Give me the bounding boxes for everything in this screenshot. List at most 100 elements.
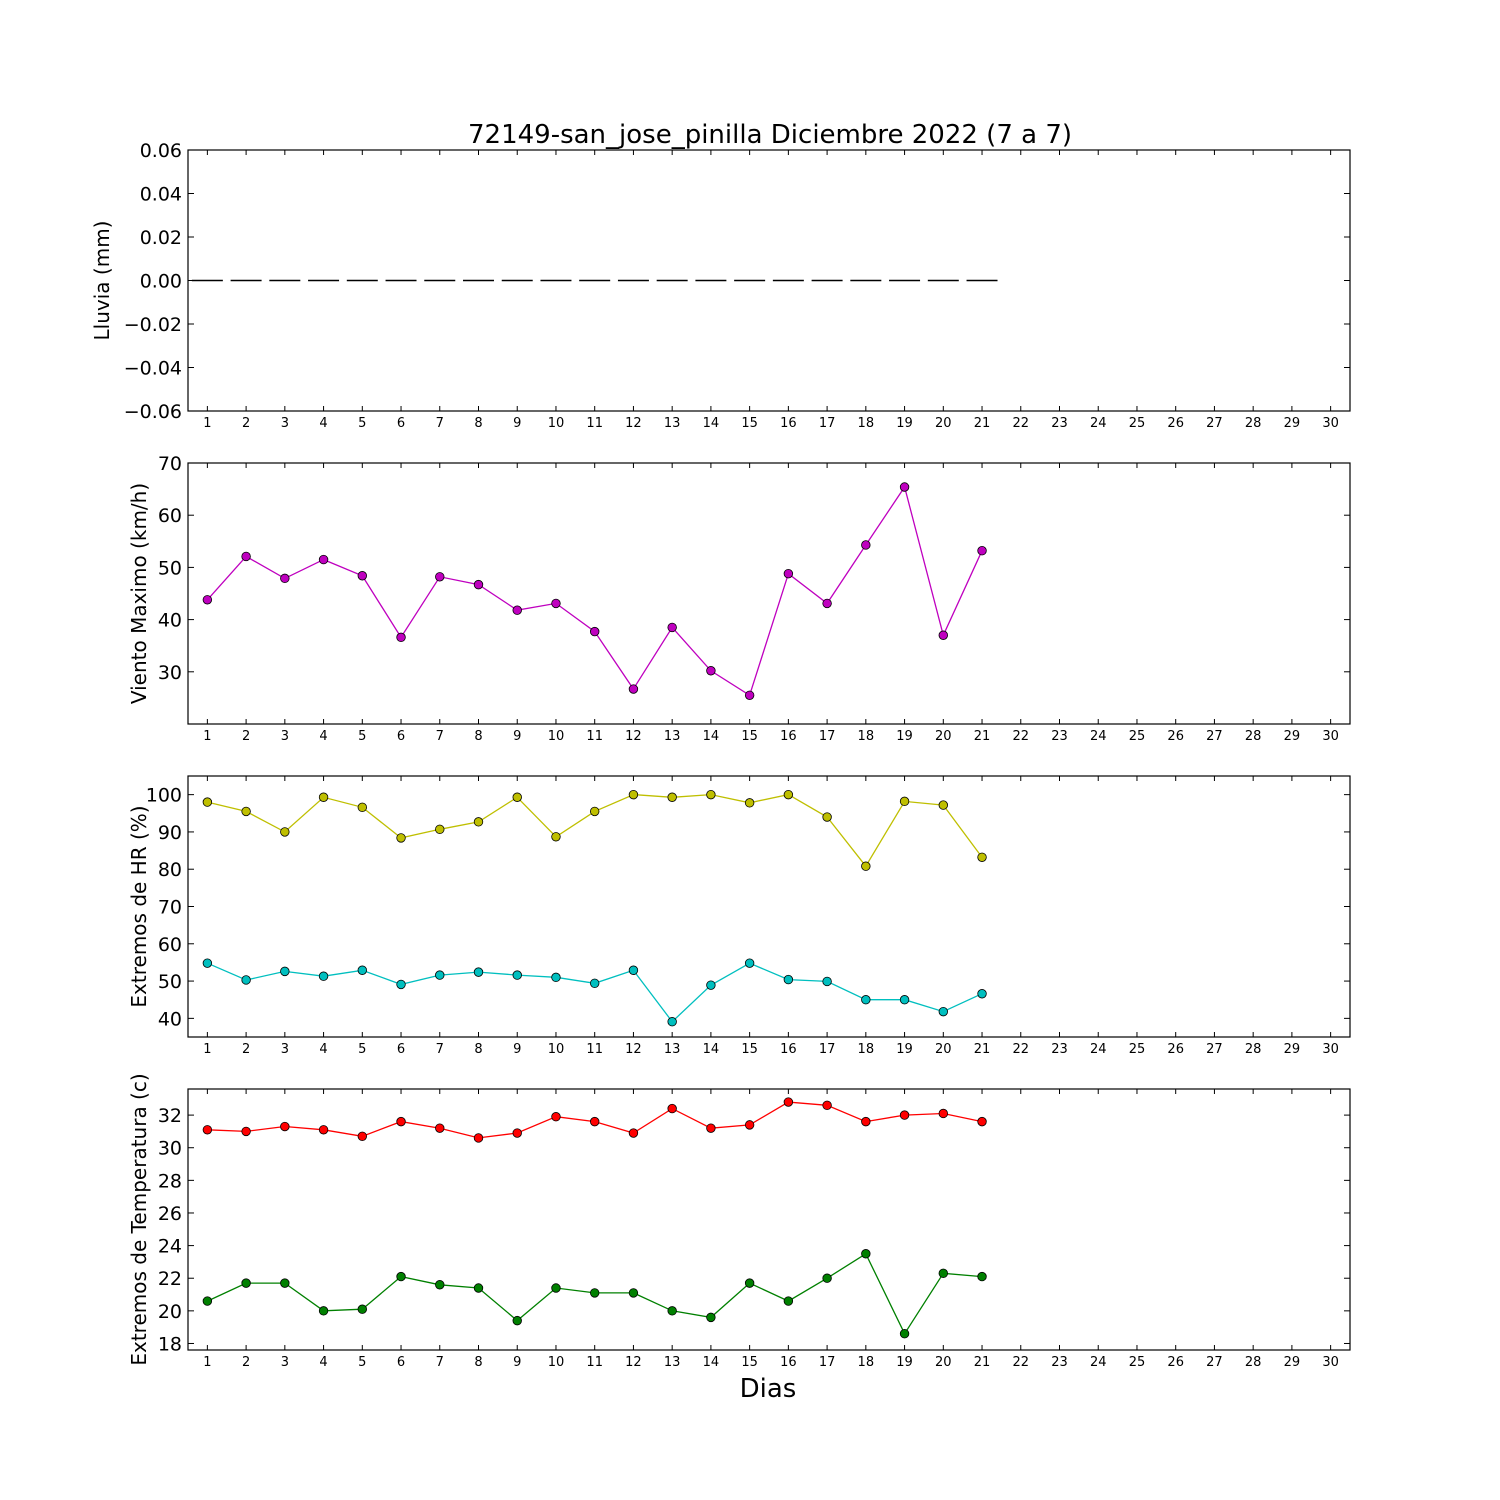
data-point <box>396 632 406 643</box>
data-point <box>977 545 987 556</box>
data-point <box>783 568 794 579</box>
x-tick-label: 10 <box>548 729 565 744</box>
x-tick-label: 12 <box>625 729 642 744</box>
y-tick-label: 0.06 <box>140 140 182 162</box>
data-point <box>938 1006 949 1017</box>
plot-frame <box>187 1088 1351 1351</box>
x-tick-label: 26 <box>1167 416 1184 431</box>
x-tick-label: 3 <box>281 1355 289 1370</box>
y-tick-label: −0.06 <box>124 401 182 423</box>
y-tick-label: 70 <box>158 453 182 475</box>
x-tick-label: 15 <box>741 1042 758 1057</box>
data-point <box>977 1116 987 1127</box>
data-point <box>396 1116 406 1127</box>
data-point <box>280 1121 290 1132</box>
x-tick-label: 5 <box>358 1042 366 1057</box>
x-tick-label: 10 <box>548 1042 565 1057</box>
x-tick-label: 28 <box>1245 1042 1262 1057</box>
data-point <box>706 1123 716 1133</box>
x-tick-label: 22 <box>1012 416 1029 431</box>
y-axis-label: Extremos de HR (%) <box>127 805 151 1007</box>
x-tick-label: 26 <box>1167 729 1184 744</box>
x-tick-label: 9 <box>513 416 521 431</box>
data-point <box>861 1249 871 1259</box>
y-tick-label: 0.00 <box>140 271 182 293</box>
x-tick-label: 24 <box>1090 1042 1107 1057</box>
data-point <box>318 554 329 565</box>
x-tick-label: 20 <box>935 729 952 744</box>
x-axis-label: Dias <box>740 1374 797 1404</box>
y-tick-label: 60 <box>158 505 182 527</box>
data-point <box>861 861 871 871</box>
x-tick-label: 12 <box>625 416 642 431</box>
data-point <box>667 1017 677 1027</box>
y-tick-label: 30 <box>158 662 182 684</box>
y-tick-label: 0.04 <box>140 184 182 206</box>
x-tick-label: 6 <box>397 729 405 744</box>
data-point <box>628 965 639 975</box>
x-tick-label: 16 <box>780 1042 797 1057</box>
x-tick-label: 18 <box>858 416 875 431</box>
data-point <box>744 798 755 808</box>
x-tick-label: 10 <box>548 1355 565 1370</box>
x-tick-label: 11 <box>586 729 603 744</box>
x-tick-label: 7 <box>436 1042 444 1057</box>
y-tick-label: 22 <box>158 1268 182 1290</box>
data-point <box>590 1288 600 1298</box>
x-tick-label: 15 <box>741 416 758 431</box>
data-point <box>512 605 522 615</box>
data-point <box>241 975 251 985</box>
y-tick-label: 100 <box>146 785 182 807</box>
x-tick-label: 1 <box>203 1355 211 1370</box>
data-point <box>899 1328 910 1339</box>
data-point <box>280 966 290 977</box>
x-tick-label: 14 <box>703 1355 720 1370</box>
data-point <box>551 598 561 609</box>
data-point <box>628 684 639 694</box>
chart-panels: 1 2 3 4 5 6 7 8 9 10 11 12 13 14 15 16 17 18 19 20 21 22 23 24 2… <box>90 140 1351 1370</box>
x-tick-label: 25 <box>1129 1042 1146 1057</box>
x-tick-label: 29 <box>1284 1042 1301 1057</box>
x-tick-label: 2 <box>242 416 250 431</box>
x-tick-label: 18 <box>858 1042 875 1057</box>
y-tick-label: 20 <box>158 1301 182 1323</box>
data-point <box>590 978 600 989</box>
y-axis-label: Extremos de Temperatura (c) <box>127 1073 151 1365</box>
data-point <box>318 792 329 802</box>
data-point <box>473 1133 484 1143</box>
data-point <box>822 976 832 987</box>
x-tick-label: 6 <box>397 416 405 431</box>
x-tick-label: 26 <box>1167 1042 1184 1057</box>
y-tick-label: 18 <box>158 1333 182 1355</box>
x-tick-label: 3 <box>281 1042 289 1057</box>
x-tick-label: 6 <box>397 1042 405 1057</box>
x-tick-label: 2 <box>242 729 250 744</box>
data-point <box>977 1271 987 1282</box>
data-point <box>241 1278 251 1288</box>
x-tick-label: 13 <box>664 416 681 431</box>
x-tick-label: 19 <box>896 1355 913 1370</box>
data-point <box>357 571 368 581</box>
data-point <box>202 797 213 807</box>
x-tick-label: 19 <box>896 416 913 431</box>
y-tick-label: 90 <box>158 822 182 844</box>
data-point <box>435 824 445 835</box>
data-point <box>435 970 445 980</box>
x-tick-label: 13 <box>664 729 681 744</box>
x-tick-label: 21 <box>974 729 991 744</box>
x-tick-label: 11 <box>586 1042 603 1057</box>
y-tick-label: −0.02 <box>124 314 182 336</box>
x-tick-label: 30 <box>1322 729 1339 744</box>
data-point <box>473 1283 484 1293</box>
chart-title: 72149-san_jose_pinilla Diciembre 2022 (7… <box>468 120 1072 150</box>
data-point <box>241 806 251 817</box>
data-point <box>822 1100 832 1111</box>
data-point <box>202 1296 213 1306</box>
data-point <box>280 573 290 584</box>
data-point <box>318 1306 329 1316</box>
data-point <box>628 789 639 800</box>
x-tick-label: 6 <box>397 1355 405 1370</box>
x-tick-label: 4 <box>319 1355 327 1370</box>
data-point <box>899 482 910 492</box>
data-point <box>861 1116 871 1127</box>
